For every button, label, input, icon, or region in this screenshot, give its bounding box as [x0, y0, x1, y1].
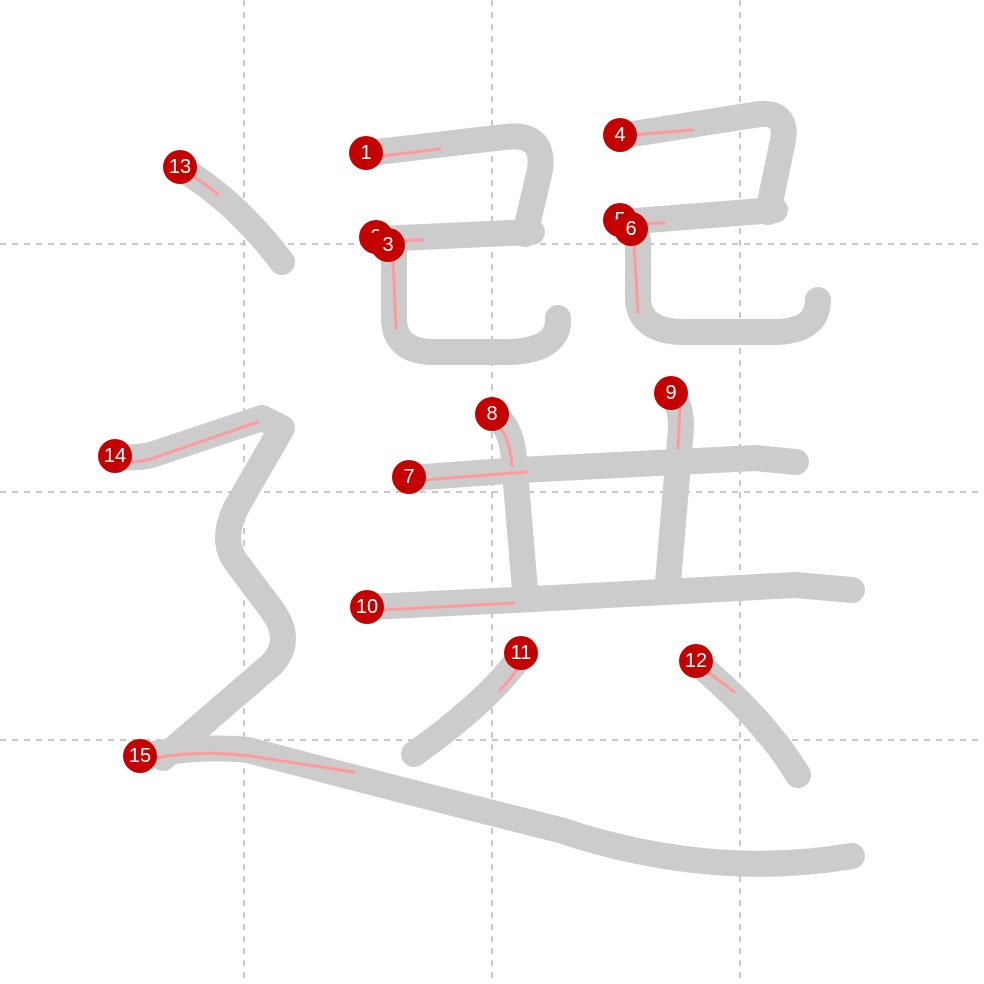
hint-12	[706, 670, 736, 694]
hint-14	[128, 420, 260, 464]
stroke-2	[365, 219, 545, 252]
hint-1	[380, 147, 442, 158]
badge-3-label: 3	[382, 234, 393, 256]
badge-13-label: 13	[169, 156, 191, 178]
badge-1-label: 1	[360, 142, 371, 164]
badge-9: 9	[654, 376, 688, 410]
hint-8	[498, 426, 514, 468]
badge-3: 3	[371, 228, 405, 262]
badge-1: 1	[349, 136, 383, 170]
hint-7	[422, 470, 528, 482]
badge-6-label: 6	[625, 218, 636, 240]
badge-4-label: 4	[614, 124, 625, 146]
stroke-7	[397, 445, 809, 491]
stroke-3	[381, 237, 571, 365]
stroke-4	[607, 100, 797, 225]
hint-3	[391, 256, 398, 330]
badge-11: 11	[504, 636, 538, 670]
hint-9	[676, 406, 682, 450]
hint-4	[632, 128, 694, 137]
badge-10-label: 10	[356, 596, 378, 618]
badge-8: 8	[475, 397, 509, 431]
hint-15	[153, 751, 356, 774]
stroke-8	[480, 401, 538, 603]
badge-14: 14	[98, 439, 132, 473]
hint-11	[498, 666, 520, 692]
stroke-5	[609, 197, 788, 235]
badge-14-label: 14	[104, 445, 126, 467]
badge-12-label: 12	[685, 650, 707, 672]
badge-7: 7	[392, 460, 426, 494]
badge-7-label: 7	[403, 466, 414, 488]
stroke-6	[625, 227, 831, 345]
stroke-10	[355, 572, 865, 620]
badge-9-label: 9	[665, 382, 676, 404]
badge-15: 15	[123, 739, 157, 773]
stroke-12	[683, 649, 811, 788]
hint-13	[194, 176, 220, 196]
badge-13: 13	[163, 150, 197, 184]
stroke-13	[167, 155, 295, 275]
character-strokes	[103, 100, 865, 877]
stroke-15	[127, 735, 865, 877]
hint-10	[380, 601, 516, 612]
stroke-1	[355, 123, 554, 247]
badge-4: 4	[603, 118, 637, 152]
badge-10: 10	[350, 590, 384, 624]
badge-15-label: 15	[129, 745, 151, 767]
hint-6	[632, 240, 640, 314]
stroke-14	[103, 405, 296, 771]
stroke-number-badges: 2 5 1 3 4 6 7 8	[98, 118, 713, 773]
badge-12: 12	[679, 644, 713, 678]
badge-6: 6	[614, 212, 648, 246]
badge-11-label: 11	[511, 642, 532, 664]
badge-8-label: 8	[486, 403, 497, 425]
